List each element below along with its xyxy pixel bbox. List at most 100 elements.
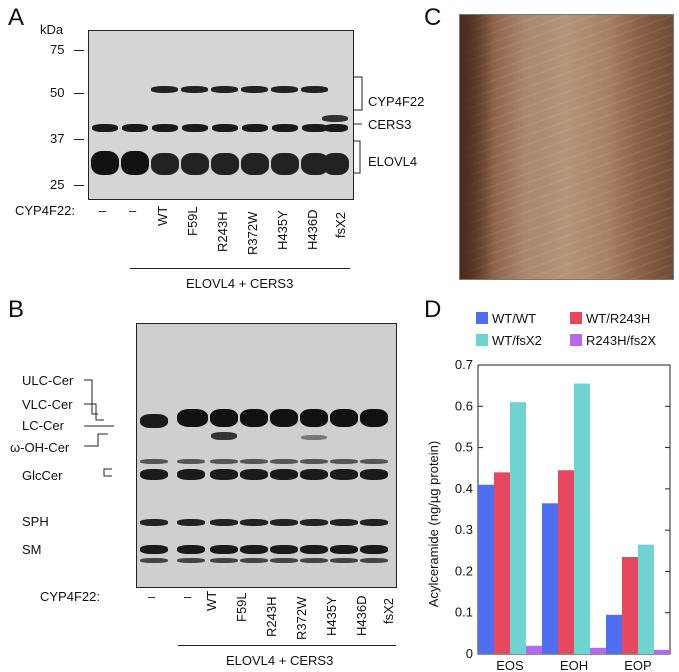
- glccer-spot: [240, 459, 268, 464]
- glccer-spot: [330, 469, 358, 480]
- lane-label: R243H: [264, 596, 279, 637]
- sm-spot: [177, 545, 205, 554]
- sph-spot: [140, 519, 168, 526]
- marker-tick: [74, 185, 84, 186]
- elovl4-band: [323, 153, 349, 175]
- kda-label: kDa: [40, 22, 64, 37]
- glccer-spot: [360, 459, 388, 464]
- cers3-band: [212, 124, 238, 132]
- lane-label: fsX2: [333, 211, 348, 238]
- cers3-band: [302, 124, 328, 132]
- sph-spot: [177, 519, 205, 526]
- cyp4f22-band: [211, 86, 238, 93]
- bar: [526, 645, 542, 654]
- y-tick-label: 0.2: [455, 563, 473, 578]
- lane-label: –: [129, 203, 137, 218]
- sm-spot: [360, 558, 388, 563]
- chart-axes: 0 0.1 0.2 0.3 0.4 0.5 0.6 0.7 EOS EOH EOP: [455, 357, 671, 672]
- y-tick-label: 0.7: [455, 357, 473, 372]
- sph-spot: [330, 519, 358, 526]
- photo-shadow: [460, 15, 494, 279]
- cers3-band: [122, 124, 148, 132]
- omega-oh-cer-spot: [301, 435, 327, 440]
- elovl4-band: [301, 153, 329, 175]
- bar: [558, 470, 574, 654]
- cers3-band: [182, 124, 208, 132]
- bar: [494, 472, 510, 654]
- glccer-spot: [270, 459, 298, 464]
- cers3-band: [272, 124, 298, 132]
- legend-label: WT/R243H: [586, 311, 650, 326]
- panel-c-letter: C: [424, 4, 442, 31]
- elovl4-band: [241, 153, 269, 175]
- marker-37: 37: [50, 131, 65, 146]
- band-label-cers3: CERS3: [368, 117, 412, 132]
- band-brackets: [354, 76, 363, 174]
- lc-cer-spot: [360, 409, 388, 427]
- marker-tick: [74, 50, 84, 51]
- acylceramide-bar-chart: WT/WT WT/R243H WT/fsX2 R243H/fs2X Acylceram…: [426, 311, 671, 672]
- lane-label: fsX2: [381, 597, 396, 624]
- lipid-label-omega-oh-cer: ω-OH-Cer: [10, 440, 70, 455]
- x-tick-label: EOP: [624, 658, 651, 672]
- bar: [590, 647, 606, 654]
- legend-label: WT/fsX2: [492, 333, 542, 348]
- lane-label: WT: [155, 205, 170, 226]
- lipid-label-lc-cer: LC-Cer: [22, 418, 64, 433]
- lane-label: H435Y: [275, 210, 290, 250]
- cyp4f22-band: [241, 86, 268, 93]
- glccer-spot: [270, 469, 298, 480]
- underline-rule: [130, 268, 350, 269]
- bar: [638, 544, 654, 654]
- panel-d-letter: D: [424, 296, 442, 323]
- marker-tick: [74, 139, 84, 140]
- lc-cer-spot: [210, 409, 238, 427]
- western-blot-image: [88, 30, 354, 200]
- sm-spot: [140, 558, 168, 563]
- band-label-cyp4f22: CYP4F22: [368, 94, 425, 109]
- underline-text: ELOVL4 + CERS3: [186, 276, 294, 291]
- sm-spot: [177, 558, 205, 563]
- lipid-label-glccer: GlcCer: [22, 468, 63, 483]
- sm-spot: [270, 558, 298, 563]
- bar: [510, 402, 526, 654]
- lane-label: WT: [204, 590, 219, 611]
- marker-50: 50: [50, 85, 65, 100]
- y-tick-label: 0.1: [455, 605, 473, 620]
- elovl4-band: [181, 153, 209, 175]
- panel-a-letter: A: [8, 4, 25, 31]
- elovl4-band: [271, 153, 299, 175]
- sm-spot: [240, 545, 268, 554]
- lane-label: R372W: [294, 596, 309, 640]
- legend-swatch: [476, 312, 488, 324]
- cers3-band: [152, 124, 178, 132]
- bar: [574, 383, 590, 654]
- sph-spot: [360, 519, 388, 526]
- lane-label: H436D: [354, 595, 369, 636]
- sm-spot: [300, 545, 328, 554]
- lipid-label-ulc-cer: ULC-Cer: [22, 373, 74, 388]
- chart-bars: [478, 383, 670, 654]
- y-tick-label: 0: [466, 646, 473, 661]
- underline-rule-b: [178, 645, 396, 646]
- legend-swatch: [570, 334, 582, 346]
- glccer-spot: [140, 469, 168, 480]
- y-tick-label: 0.5: [455, 440, 473, 455]
- sph-spot: [240, 519, 268, 526]
- cyp4f22-fsx2-band: [322, 115, 348, 122]
- lane-label: F59L: [234, 592, 249, 622]
- cyp4f22-row-label: CYP4F22:: [15, 203, 75, 218]
- glccer-spot: [300, 459, 328, 464]
- lane-label: H435Y: [324, 596, 339, 636]
- marker-25: 25: [50, 177, 65, 192]
- lane-label: –: [184, 589, 192, 604]
- cyp4f22-band: [151, 86, 178, 93]
- cyp4f22-band: [271, 86, 298, 93]
- cyp4f22-row-label-b: CYP4F22:: [40, 589, 100, 604]
- glccer-spot: [177, 459, 205, 464]
- lane-label: R243H: [215, 211, 230, 252]
- skin-scale-texture: [460, 15, 673, 279]
- y-axis-label: Acylceramide (ng/µg protein): [426, 441, 441, 607]
- lipid-brackets: [84, 379, 114, 477]
- lane-label: R372W: [245, 211, 260, 255]
